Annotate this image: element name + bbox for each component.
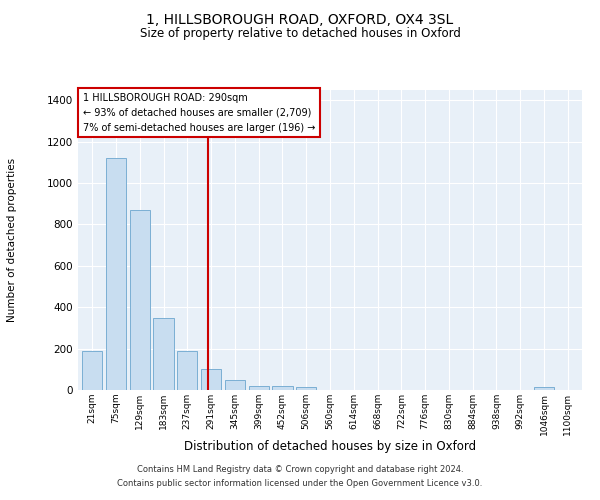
Bar — [248, 386, 269, 390]
Bar — [272, 386, 293, 390]
Bar — [154, 318, 173, 390]
Bar — [82, 350, 103, 390]
X-axis label: Distribution of detached houses by size in Oxford: Distribution of detached houses by size … — [184, 440, 476, 454]
Bar — [534, 387, 554, 390]
Bar — [106, 158, 126, 390]
Bar — [225, 380, 245, 390]
Bar — [130, 210, 150, 390]
Text: 1 HILLSBOROUGH ROAD: 290sqm
← 93% of detached houses are smaller (2,709)
7% of s: 1 HILLSBOROUGH ROAD: 290sqm ← 93% of det… — [83, 93, 316, 132]
Text: Size of property relative to detached houses in Oxford: Size of property relative to detached ho… — [140, 28, 460, 40]
Bar — [201, 370, 221, 390]
Bar — [296, 387, 316, 390]
Text: Number of detached properties: Number of detached properties — [7, 158, 17, 322]
Bar — [177, 350, 197, 390]
Text: 1, HILLSBOROUGH ROAD, OXFORD, OX4 3SL: 1, HILLSBOROUGH ROAD, OXFORD, OX4 3SL — [146, 12, 454, 26]
Text: Contains HM Land Registry data © Crown copyright and database right 2024.
Contai: Contains HM Land Registry data © Crown c… — [118, 466, 482, 487]
